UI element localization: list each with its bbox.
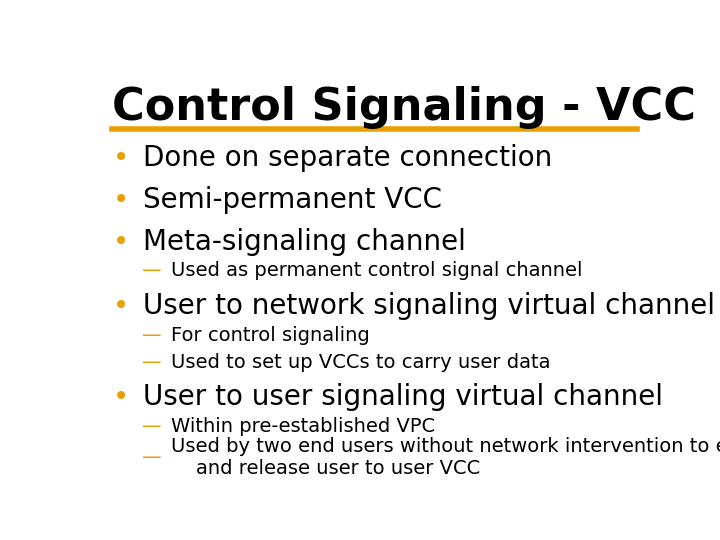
Text: —: — — [142, 326, 161, 345]
Text: For control signaling: For control signaling — [171, 326, 369, 345]
Text: —: — — [142, 448, 161, 467]
Text: •: • — [112, 144, 129, 172]
Text: •: • — [112, 383, 129, 411]
Text: Used as permanent control signal channel: Used as permanent control signal channel — [171, 261, 582, 280]
Text: •: • — [112, 186, 129, 214]
Text: Used by two end users without network intervention to establish
    and release : Used by two end users without network in… — [171, 437, 720, 478]
Text: Done on separate connection: Done on separate connection — [143, 144, 552, 172]
Text: Within pre-established VPC: Within pre-established VPC — [171, 417, 435, 436]
Text: •: • — [112, 292, 129, 320]
Text: •: • — [112, 227, 129, 255]
Text: User to user signaling virtual channel: User to user signaling virtual channel — [143, 383, 663, 411]
Text: —: — — [142, 261, 161, 280]
Text: User to network signaling virtual channel: User to network signaling virtual channe… — [143, 292, 715, 320]
Text: —: — — [142, 353, 161, 372]
Text: Semi-permanent VCC: Semi-permanent VCC — [143, 186, 442, 214]
Text: —: — — [142, 417, 161, 436]
Text: Used to set up VCCs to carry user data: Used to set up VCCs to carry user data — [171, 353, 550, 372]
Text: Meta-signaling channel: Meta-signaling channel — [143, 227, 466, 255]
Text: Control Signaling - VCC: Control Signaling - VCC — [112, 85, 696, 129]
